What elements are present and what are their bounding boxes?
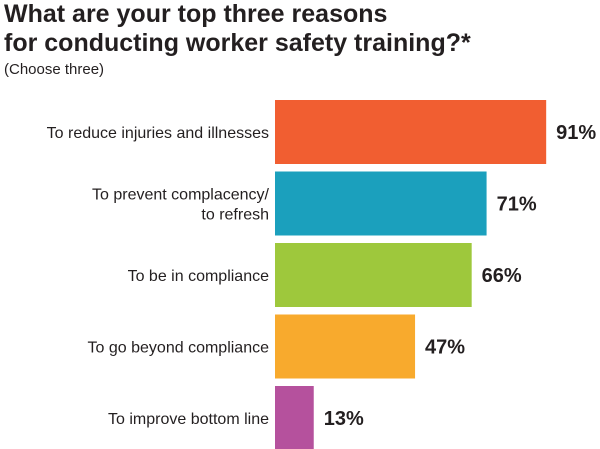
value-label-0: 91% — [556, 122, 596, 144]
value-label-3: 47% — [425, 337, 465, 359]
category-label-2-line-0: To be in compliance — [128, 268, 270, 285]
bar-0 — [275, 100, 547, 164]
category-label-3-line-0: To go beyond compliance — [88, 340, 270, 357]
bar-1 — [275, 171, 487, 236]
chart-title-line-2: for conducting worker safety training?* — [4, 29, 471, 57]
chart-subtitle: (Choose three) — [4, 61, 105, 78]
category-label-0-line-0: To reduce injuries and illnesses — [47, 125, 269, 142]
value-label-2: 66% — [482, 265, 522, 287]
value-label-1: 71% — [497, 194, 537, 216]
category-label-1-line-0: To prevent complacency/ — [92, 187, 270, 204]
value-label-4: 13% — [324, 408, 364, 430]
chart-title-line-1: What are your top three reasons — [4, 0, 388, 28]
bar-2 — [275, 243, 472, 307]
category-label-1-line-1: to refresh — [201, 207, 269, 224]
category-label-4-line-0: To improve bottom line — [108, 411, 269, 428]
chart-title: What are your top three reasons for cond… — [4, 0, 471, 58]
bar-4 — [275, 386, 314, 449]
bar-3 — [275, 314, 416, 379]
